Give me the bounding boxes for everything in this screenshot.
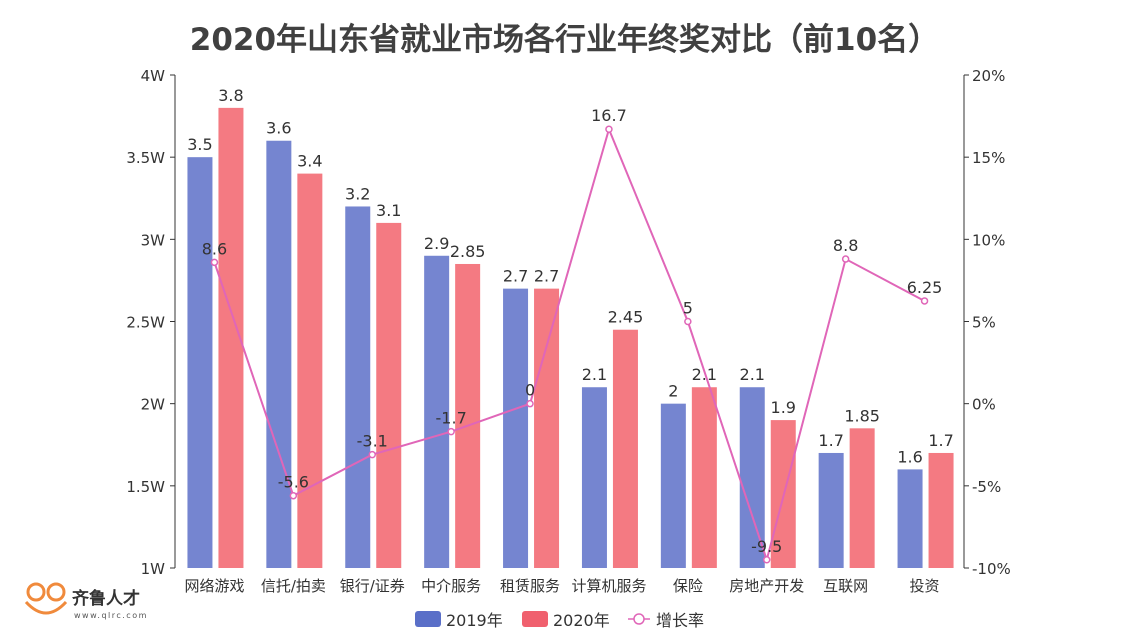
- right-tick-label: 10%: [972, 231, 1005, 249]
- bar-value-label: 2.1: [582, 365, 607, 384]
- bar-2020年: [455, 263, 481, 568]
- left-tick-label: 4W: [141, 67, 166, 85]
- x-tick-label: 中介服务: [421, 577, 481, 595]
- bar-2019年: [739, 387, 765, 568]
- growth-line: [213, 126, 926, 564]
- bar-2020年: [849, 428, 875, 568]
- bar-2019年: [897, 469, 923, 568]
- bar-value-label: 2.9: [424, 234, 449, 253]
- bar-value-label: 1.7: [928, 431, 953, 450]
- right-tick-label: -10%: [972, 560, 1011, 578]
- right-tick-label: 20%: [972, 67, 1005, 85]
- bar-2020年: [928, 452, 954, 568]
- bar-value-label: 3.8: [218, 86, 243, 105]
- right-tick-label: -5%: [972, 478, 1001, 496]
- legend-label-2020: 2020年: [553, 611, 610, 630]
- x-tick-label: 互联网: [823, 577, 868, 595]
- bar-value-label: 2.7: [503, 267, 528, 286]
- bar-2020年: [297, 173, 323, 568]
- bar-value-label: 1.6: [897, 447, 922, 466]
- bar-value-label: 3.5: [187, 135, 212, 154]
- legend-swatch-2019: [415, 611, 441, 627]
- growth-value-label: -3.1: [357, 432, 388, 451]
- growth-point: [684, 317, 692, 326]
- growth-point: [605, 125, 613, 133]
- bar-2019年: [345, 206, 371, 568]
- growth-value-label: -1.7: [436, 409, 467, 428]
- bar-2020年: [534, 288, 560, 568]
- x-tick-label: 网络游戏: [184, 577, 244, 595]
- legend-swatch-2020: [522, 611, 548, 627]
- bar-value-label: 2: [668, 382, 678, 401]
- right-tick-label: 15%: [972, 149, 1005, 167]
- growth-point: [447, 427, 455, 436]
- growth-point: [210, 258, 219, 267]
- bar-value-label: 2.7: [534, 267, 559, 286]
- bar-value-label: 2.1: [692, 365, 717, 384]
- legend-label-growth: 增长率: [656, 611, 704, 630]
- growth-value-label: -9.5: [751, 537, 782, 556]
- x-tick-label: 信托/拍卖: [261, 577, 326, 595]
- bar-value-label: 1.85: [844, 406, 880, 425]
- growth-point: [841, 255, 850, 263]
- growth-point: [526, 399, 534, 408]
- bar-2019年: [503, 288, 529, 568]
- logo: 齐鲁人才 www.qlrc.com: [22, 582, 152, 626]
- x-tick-label: 房地产开发: [729, 577, 804, 595]
- bar-2019年: [187, 157, 213, 568]
- growth-value-label: 0: [525, 381, 535, 400]
- x-tick-label: 投资: [910, 577, 940, 595]
- bar-value-label: 2.1: [740, 365, 765, 384]
- right-tick-label: 0%: [972, 396, 996, 414]
- bar-value-label: 1.9: [771, 398, 796, 417]
- bar-value-label: 2.45: [608, 308, 644, 327]
- growth-point: [368, 450, 376, 459]
- bar-value-label: 1.7: [818, 431, 843, 450]
- left-tick-label: 2.5W: [126, 314, 165, 332]
- logo-url: www.qlrc.com: [74, 611, 148, 620]
- x-tick-label: 计算机服务: [571, 577, 646, 595]
- growth-value-label: 6.25: [907, 278, 943, 297]
- growth-point: [289, 491, 298, 500]
- bar-2020年: [612, 329, 638, 568]
- growth-point: [920, 297, 929, 305]
- bar-value-label: 3.6: [266, 119, 291, 138]
- growth-value-label: 16.7: [591, 106, 627, 125]
- bar-2019年: [818, 452, 844, 568]
- x-tick-label: 租赁服务: [500, 577, 560, 595]
- frog-logo-icon: 齐鲁人才 www.qlrc.com: [24, 582, 148, 620]
- bar-2019年: [660, 403, 686, 568]
- bar-value-label: 3.1: [376, 201, 401, 220]
- legend-label-2019: 2019年: [446, 611, 503, 630]
- bar-value-label: 3.4: [297, 152, 322, 171]
- x-tick-label: 银行/证券: [340, 577, 405, 595]
- growth-value-label: 8.8: [833, 236, 858, 255]
- bar-value-label: 3.2: [345, 184, 370, 203]
- left-tick-label: 3.5W: [126, 149, 165, 167]
- bar-2020年: [376, 222, 402, 568]
- legend-marker-growth: [633, 613, 645, 625]
- bar-2019年: [266, 140, 292, 568]
- bar-2020年: [691, 387, 717, 568]
- bar-2019年: [424, 255, 450, 568]
- chart-title: 2020年山东省就业市场各行业年终奖对比（前10名）: [189, 22, 940, 58]
- growth-point: [763, 556, 771, 564]
- growth-value-label: -5.6: [278, 473, 309, 492]
- x-tick-label: 保险: [673, 577, 703, 595]
- bar-value-label: 2.85: [450, 242, 486, 261]
- left-tick-label: 1W: [141, 560, 166, 578]
- bar-2019年: [581, 387, 607, 568]
- growth-value-label: 8.6: [202, 239, 227, 258]
- logo-name: 齐鲁人才: [72, 588, 140, 609]
- right-tick-label: 5%: [972, 314, 996, 332]
- left-tick-label: 1.5W: [126, 478, 165, 496]
- growth-value-label: 5: [683, 299, 693, 318]
- left-tick-label: 3W: [141, 231, 166, 249]
- left-tick-label: 2W: [141, 396, 166, 414]
